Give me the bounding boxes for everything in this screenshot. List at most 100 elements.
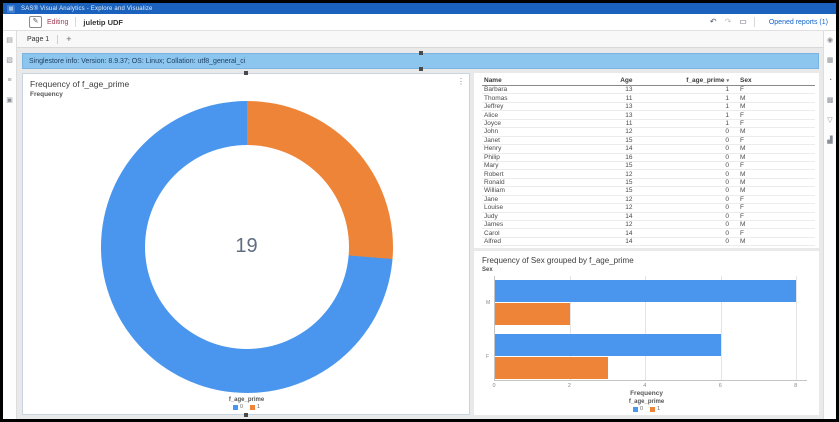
snapshots-pane-icon[interactable]: ▣ [6,97,13,104]
legend-item-1[interactable]: 1 [250,404,260,410]
bar-F-1[interactable] [495,357,608,379]
table-cell: 15 [625,136,633,144]
column-header-sex[interactable]: Sex [735,77,815,84]
ranks-panel-icon[interactable]: ▟ [827,137,833,144]
data-panel-icon[interactable]: ▦ [826,57,834,64]
filters-panel-icon[interactable]: ▽ [827,117,833,124]
roles-panel-icon[interactable]: ◔ [827,77,833,84]
table-cell: 0 [725,195,730,203]
info-text-object[interactable]: Singlestore info: Version: 8.9.37; OS: L… [22,51,819,71]
table-cell: M [740,179,746,187]
donut-chart-object[interactable]: ⋮ Frequency of f_age_prime Frequency 19 … [22,71,470,417]
x-tick-label: 2 [567,383,571,389]
object-menu-icon[interactable]: ⋮ [457,77,465,86]
page-tab-strip: Page 1 + [17,31,823,48]
table-row[interactable]: Janet 15 0 F [482,136,815,146]
data-pane-icon[interactable]: ▤ [6,37,13,44]
table-row[interactable]: Barbara 13 1 F [482,86,815,95]
table-row[interactable]: Carol 14 0 F [482,229,815,238]
display-icon[interactable]: ▭ [739,17,747,26]
table-cell: F [740,111,745,119]
selection-handle[interactable] [244,71,248,75]
table-row[interactable]: Alice 13 1 F [482,111,815,120]
table-cell: Janet [484,136,500,144]
table-cell: F [740,229,745,237]
legend-item-0[interactable]: 0 [232,404,243,410]
table-row[interactable]: Jeffrey 13 1 M [482,103,815,112]
table-row[interactable]: Thomas 11 1 M [482,94,815,103]
y-tick-label: F [486,353,490,360]
legend-label: 1 [257,404,261,410]
legend-title: f_age_prime [228,397,265,403]
table-cell: Judy [484,212,498,220]
bar-group-M: M [486,280,807,325]
table-row[interactable]: Philip 16 0 M [482,154,815,162]
table-row[interactable]: Jane 12 0 F [482,195,815,205]
table-cell: F [740,212,745,220]
donut-ring[interactable]: 19 [100,100,393,393]
table-row[interactable]: James 12 0 M [482,221,815,230]
tab-page-1[interactable]: Page 1 [27,35,50,43]
app-title: SAS® Visual Analytics - Explore and Visu… [21,5,153,12]
bar-M-0[interactable] [495,280,796,302]
table-cell: Louise [484,204,504,212]
table-row[interactable]: Mary 15 0 F [482,162,815,171]
actions-panel-icon[interactable]: ▩ [826,97,834,104]
redo-icon[interactable]: ↷ [724,17,732,26]
column-header-label: Sex [740,76,752,84]
table-row[interactable]: William 15 0 M [482,187,815,196]
bar-M-1[interactable] [495,303,571,325]
table-row[interactable]: Robert 12 0 M [482,170,815,179]
table-cell: M [740,128,746,136]
legend-label: 1 [657,406,661,412]
table-row[interactable]: Henry 14 0 M [482,145,815,154]
selection-handle[interactable] [244,413,248,417]
opened-reports-link[interactable]: Opened reports (1) [768,18,828,26]
table-row[interactable]: Joyce 11 1 F [482,119,815,129]
bar-chart-legend: f_age_prime 0 1 [482,397,811,413]
objects-pane-icon[interactable]: ▧ [6,57,13,64]
legend-item-1[interactable]: 1 [650,406,660,412]
bar-chart-title: Frequency of Sex grouped by f_age_prime [482,256,634,265]
table-cell: F [740,162,745,170]
table-row[interactable]: John 12 0 M [482,128,815,137]
bar-chart-x-axis-label: Frequency [630,390,663,397]
report-options-icon[interactable]: ◉ [826,37,834,44]
table-row[interactable]: Alfred 14 0 M [482,238,815,247]
table-header-row: Name Age f_age_prime ▾ Sex [482,75,815,86]
table-cell: 0 [725,136,730,144]
toolbar-divider [75,17,77,27]
table-cell: 14 [625,212,633,220]
outline-pane-icon[interactable]: ≡ [7,77,12,84]
app-launcher-icon[interactable]: ▦ [7,4,15,13]
table-row[interactable]: Judy 14 0 F [482,213,815,221]
report-title: juletip UDF [83,17,123,27]
legend-item-0[interactable]: 0 [632,406,643,412]
table-cell: James [484,221,504,229]
add-page-button[interactable]: + [66,33,72,44]
selection-handle[interactable] [418,67,423,71]
table-cell: 0 [725,212,730,220]
bar-chart-object[interactable]: Frequency of Sex grouped by f_age_prime … [474,251,819,415]
table-cell: 1 [725,94,730,102]
report-canvas: Singlestore info: Version: 8.9.37; OS: L… [17,48,823,419]
list-table-object[interactable]: Name Age f_age_prime ▾ Sex Barbara 13 1 F Thomas… [474,73,819,248]
bar-F-0[interactable] [495,334,721,356]
donut-chart-title: Frequency of f_age_prime [30,79,130,89]
table-row[interactable]: Louise 12 0 F [482,204,815,213]
column-header-name[interactable]: Name [482,77,562,84]
gridline [645,276,647,380]
column-header-f_age_prime[interactable]: f_age_prime ▾ [638,77,735,84]
table-cell: M [740,238,746,246]
undo-icon[interactable]: ↶ [709,17,717,26]
table-cell: 1 [725,119,730,127]
x-tick-label: 6 [718,383,722,389]
legend-swatch [650,406,655,412]
table-cell: 11 [625,94,633,102]
table-cell: 0 [725,229,730,237]
table-row[interactable]: Ronald 15 0 M [482,179,815,188]
column-header-age[interactable]: Age [562,77,639,84]
edit-mode-button[interactable]: ✎ [29,16,42,28]
selection-handle[interactable] [418,51,423,55]
